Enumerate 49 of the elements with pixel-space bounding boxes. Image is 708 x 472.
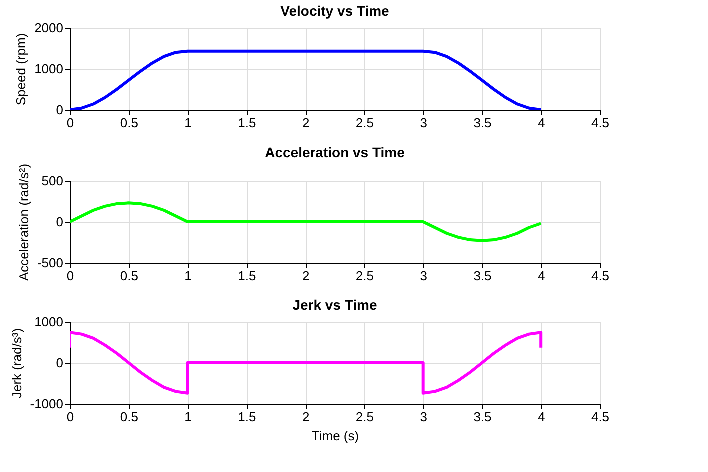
x-tick-label: 4.5 bbox=[591, 410, 610, 424]
x-tick-label: 4 bbox=[538, 268, 546, 284]
line-series bbox=[70, 331, 543, 395]
y-tick-label: -500 bbox=[37, 256, 64, 270]
chart-title: Acceleration vs Time bbox=[265, 144, 406, 160]
x-tick-label: 1.5 bbox=[238, 410, 256, 424]
x-tick-label: 3 bbox=[420, 116, 428, 130]
x-tick-label: 4.5 bbox=[591, 268, 610, 284]
y-tick-label: 0 bbox=[56, 356, 64, 370]
x-tick-label: 2.5 bbox=[356, 116, 374, 130]
y-tick-label: 500 bbox=[42, 174, 64, 188]
y-tick-label: 2000 bbox=[34, 20, 64, 36]
y-tick-label: -1000 bbox=[30, 396, 64, 412]
chart-title: Velocity vs Time bbox=[280, 3, 390, 19]
x-tick-label: 3.5 bbox=[474, 410, 492, 424]
x-tick-label: 2.5 bbox=[356, 410, 374, 424]
y-tick-label: 1000 bbox=[34, 62, 64, 76]
y-axis-title: Acceleration (rad/s²) bbox=[16, 164, 32, 282]
x-tick-label: 3.5 bbox=[474, 116, 492, 130]
x-tick-label: 4 bbox=[538, 116, 546, 130]
chart-title: Jerk vs Time bbox=[292, 297, 378, 313]
line-series bbox=[70, 202, 543, 242]
x-tick-label: 0.5 bbox=[120, 410, 138, 424]
x-tick-label: 1.5 bbox=[238, 116, 256, 130]
x-tick-label: 1 bbox=[184, 410, 192, 424]
x-tick-label: 4 bbox=[538, 410, 546, 424]
y-axis-title: Speed (rpm) bbox=[14, 33, 29, 106]
x-tick-label: 1 bbox=[184, 268, 192, 284]
x-tick-label: 1 bbox=[184, 116, 192, 130]
x-tick-label: 2 bbox=[302, 268, 310, 284]
x-tick-label: 1.5 bbox=[238, 268, 256, 284]
x-tick-label: 2 bbox=[302, 116, 310, 130]
line-series bbox=[70, 50, 543, 110]
x-tick-label: 0 bbox=[66, 268, 74, 284]
y-tick-label: 0 bbox=[56, 102, 64, 118]
x-tick-label: 3.5 bbox=[474, 268, 492, 284]
x-tick-label: 0 bbox=[66, 116, 74, 130]
x-tick-label: 0 bbox=[66, 410, 74, 424]
y-axis-title: Jerk (rad/s³) bbox=[9, 328, 24, 399]
x-tick-label: 2 bbox=[302, 410, 310, 424]
y-tick-label: 1000 bbox=[34, 314, 64, 330]
x-tick-label: 0.5 bbox=[120, 268, 138, 284]
x-tick-label: 2.5 bbox=[356, 268, 374, 284]
x-tick-label: 0.5 bbox=[120, 116, 138, 130]
x-tick-label: 3 bbox=[420, 268, 428, 284]
y-tick-label: 0 bbox=[56, 214, 64, 230]
x-axis-title: Time (s) bbox=[312, 428, 360, 444]
x-tick-label: 3 bbox=[420, 410, 428, 424]
x-tick-label: 4.5 bbox=[591, 116, 610, 130]
